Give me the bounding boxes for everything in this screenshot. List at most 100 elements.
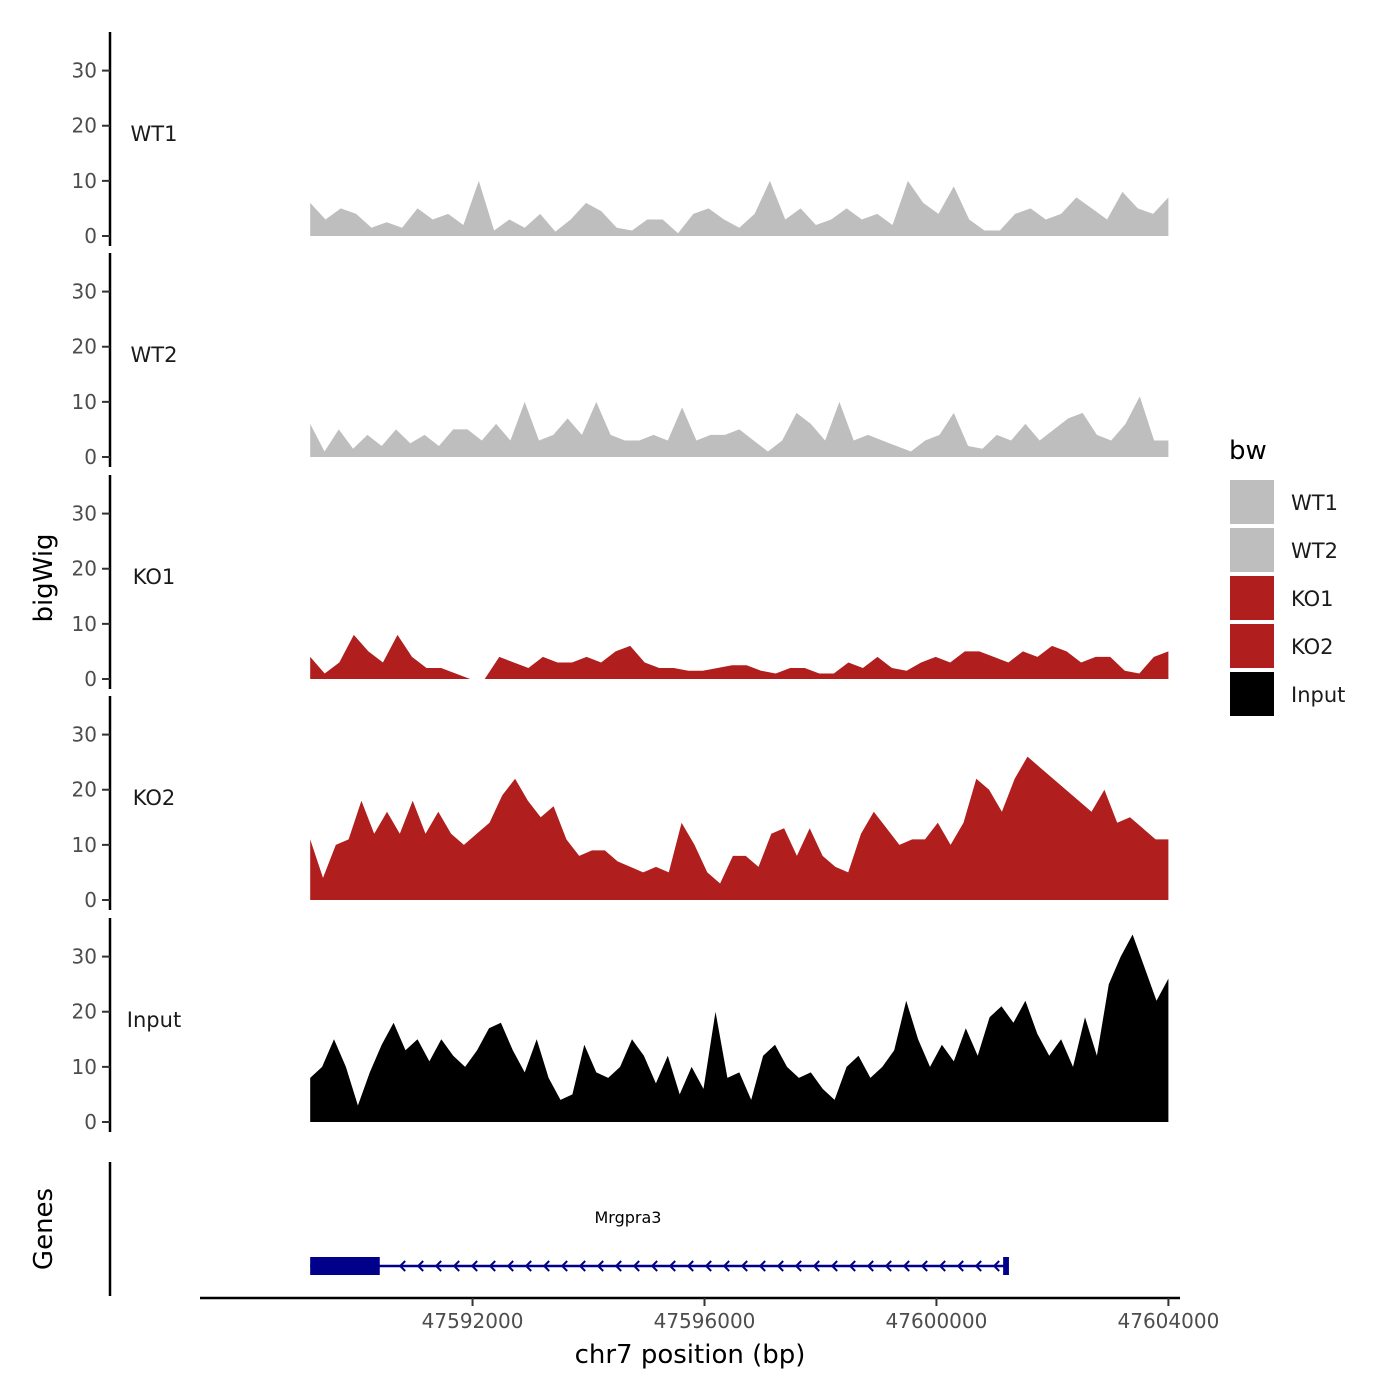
strand-arrow — [740, 1260, 748, 1272]
strand-arrow — [488, 1260, 496, 1272]
strand-arrow — [560, 1260, 568, 1272]
coverage-area-Input — [310, 934, 1169, 1122]
strand-arrow — [722, 1260, 730, 1272]
panel-label: WT2 — [131, 343, 178, 367]
y-tick-label: 20 — [72, 1000, 97, 1024]
genes-axis-title: Genes — [29, 1188, 59, 1270]
strand-arrow — [632, 1260, 640, 1272]
strand-arrow — [452, 1260, 460, 1272]
panel-label: KO2 — [133, 786, 176, 810]
legend-label: KO1 — [1291, 587, 1334, 611]
legend-item-WT2: WT2 — [1230, 528, 1338, 572]
y-tick-label: 0 — [84, 445, 97, 469]
y-tick-label: 20 — [72, 335, 97, 359]
legend-label: Input — [1291, 683, 1345, 707]
legend-swatch — [1230, 672, 1274, 716]
strand-arrow — [614, 1260, 622, 1272]
strand-arrow — [398, 1260, 406, 1272]
strand-arrow — [866, 1260, 874, 1272]
legend-title: bw — [1229, 436, 1267, 466]
y-tick-label: 0 — [84, 1110, 97, 1134]
strand-arrow — [578, 1260, 586, 1272]
strand-arrow — [758, 1260, 766, 1272]
strand-arrow — [542, 1260, 550, 1272]
y-tick-label: 30 — [72, 502, 97, 526]
legend-swatch — [1230, 576, 1274, 620]
strand-arrow — [884, 1260, 892, 1272]
strand-arrow — [848, 1260, 856, 1272]
strand-arrow — [794, 1260, 802, 1272]
y-tick-label: 30 — [72, 280, 97, 304]
panel-KO1: 0 10 20 30 KO1 — [72, 475, 1169, 691]
strand-arrow — [524, 1260, 532, 1272]
strand-arrow — [506, 1260, 514, 1272]
legend-item-KO1: KO1 — [1230, 576, 1334, 620]
strand-arrow — [416, 1260, 424, 1272]
gene-exon — [310, 1257, 380, 1275]
legend-label: WT2 — [1291, 539, 1338, 563]
y-tick-label: 0 — [84, 888, 97, 912]
strand-arrow — [992, 1260, 1000, 1272]
panel-label: KO1 — [133, 565, 176, 589]
panel-WT1: 0 10 20 30 WT1 — [72, 32, 1169, 248]
coverage-area-WT2 — [310, 396, 1169, 457]
gene-track: Mrgpra3 — [108, 1162, 1009, 1296]
legend-item-Input: Input — [1230, 672, 1345, 716]
y-tick-label: 0 — [84, 667, 97, 691]
panel-Input: 0 10 20 30 Input — [72, 918, 1169, 1134]
legend-swatch — [1230, 480, 1274, 524]
legend-item-KO2: KO2 — [1230, 624, 1334, 668]
strand-arrow — [704, 1260, 712, 1272]
panel-label: Input — [127, 1008, 181, 1032]
legend-swatch — [1230, 528, 1274, 572]
legend-items: WT1 WT2 KO1 KO2 Input — [1230, 480, 1345, 716]
y-tick-label: 10 — [72, 833, 97, 857]
y-tick-label: 20 — [72, 557, 97, 581]
panel-label: WT1 — [131, 122, 178, 146]
y-tick-label: 10 — [72, 169, 97, 193]
gene-label: Mrgpra3 — [595, 1208, 662, 1227]
strand-arrow — [812, 1260, 820, 1272]
y-tick-label: 10 — [72, 390, 97, 414]
strand-arrow — [920, 1260, 928, 1272]
track-panels: 0 10 20 30 WT1 0 10 20 30 WT2 0 10 20 30 KO1 0 10 20 30 KO2… — [72, 32, 1169, 1134]
y-tick-label: 0 — [84, 224, 97, 248]
coverage-area-KO2 — [310, 756, 1169, 900]
strand-arrow — [776, 1260, 784, 1272]
x-axis-title: chr7 position (bp) — [575, 1340, 806, 1370]
y-tick-label: 20 — [72, 114, 97, 138]
x-tick-label: 47596000 — [654, 1309, 756, 1333]
x-axis: 47592000 47596000 47600000 47604000 — [200, 1296, 1220, 1333]
strand-arrow — [686, 1260, 694, 1272]
strand-arrow — [830, 1260, 838, 1272]
panel-KO2: 0 10 20 30 KO2 — [72, 696, 1169, 912]
strand-arrow — [470, 1260, 478, 1272]
strand-arrow — [596, 1260, 604, 1272]
legend-item-WT1: WT1 — [1230, 480, 1338, 524]
y-tick-label: 30 — [72, 945, 97, 969]
strand-arrow — [956, 1260, 964, 1272]
y-tick-label: 20 — [72, 778, 97, 802]
coverage-area-KO1 — [310, 634, 1169, 679]
strand-arrow — [434, 1260, 442, 1272]
x-ticks: 47592000 47596000 47600000 47604000 — [422, 1298, 1220, 1333]
legend-label: WT1 — [1291, 491, 1338, 515]
gene-exon — [1003, 1257, 1009, 1275]
y-tick-label: 10 — [72, 1055, 97, 1079]
x-tick-label: 47600000 — [886, 1309, 988, 1333]
legend-label: KO2 — [1291, 635, 1334, 659]
strand-arrow — [650, 1260, 658, 1272]
gene-model — [310, 1257, 1009, 1275]
panel-WT2: 0 10 20 30 WT2 — [72, 253, 1169, 469]
strand-arrow — [974, 1260, 982, 1272]
coverage-area-WT1 — [310, 180, 1169, 236]
y-tick-label: 10 — [72, 612, 97, 636]
x-tick-label: 47604000 — [1118, 1309, 1220, 1333]
legend: bw WT1 WT2 KO1 KO2 Input — [1229, 436, 1345, 716]
strand-arrow — [938, 1260, 946, 1272]
legend-swatch — [1230, 624, 1274, 668]
strand-arrow — [902, 1260, 910, 1272]
y-axis-title: bigWig — [29, 533, 59, 622]
